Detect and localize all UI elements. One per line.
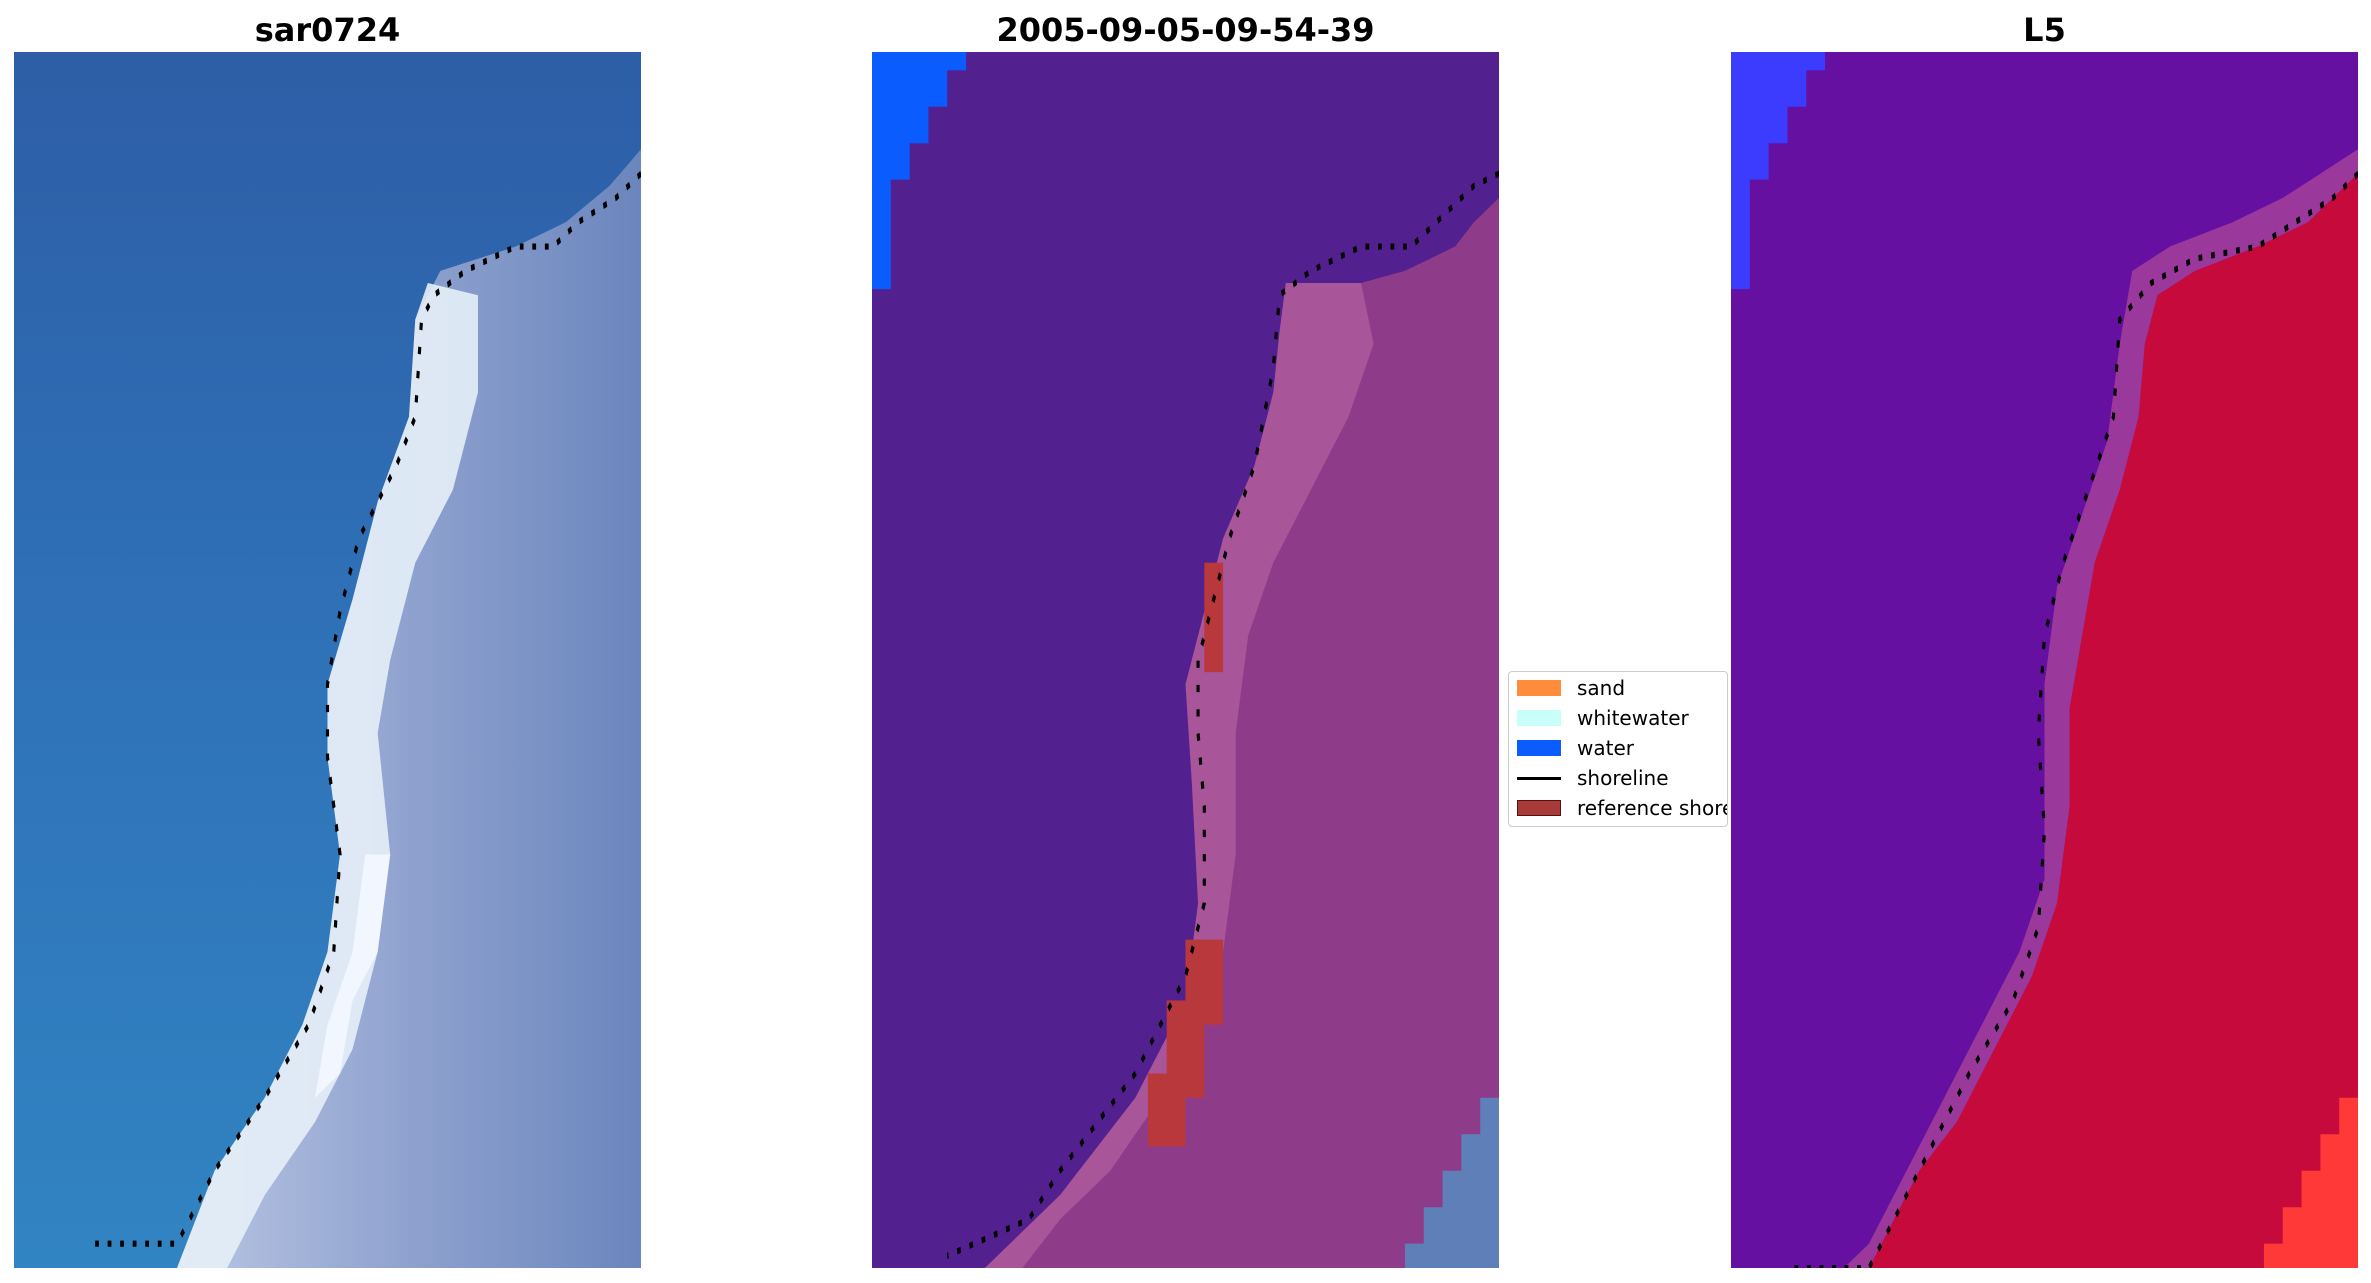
legend-item-reference-shoreline-buffer: reference shoreline buffer <box>1517 794 1727 822</box>
index-blue-patch <box>1731 52 1826 290</box>
legend-item-sand: sand <box>1517 674 1625 702</box>
whitewater-band <box>177 283 478 1268</box>
sand-swatch <box>1517 680 1561 696</box>
index-image <box>1731 52 2358 1268</box>
panel-title-index: L5 <box>2023 11 2066 49</box>
classified-image-panel <box>872 52 1499 1268</box>
shoreline-dotted <box>946 170 1499 1259</box>
legend-label-sand: sand <box>1577 676 1626 700</box>
panel-title-classified: 2005-09-05-09-54-39 <box>996 11 1375 49</box>
legend-label-shoreline: shoreline <box>1577 766 1669 790</box>
index-image-panel <box>1731 52 2358 1268</box>
whitewater-swatch <box>1517 710 1561 726</box>
whitewater-bright <box>314 854 391 1098</box>
reference-buffer-1 <box>1204 562 1224 673</box>
legend-item-whitewater: whitewater <box>1517 704 1689 732</box>
classified-image <box>872 52 1499 1268</box>
shoreline-dotted <box>1793 170 2358 1268</box>
water-blue-patch <box>872 52 967 290</box>
land-class-area <box>984 197 1499 1268</box>
land-area <box>177 149 641 1268</box>
shoreline-overlay <box>1793 170 2358 1268</box>
legend: sand whitewater water shoreline referenc… <box>1508 671 1728 827</box>
shoreline-line-swatch <box>1517 776 1561 780</box>
rgb-image-panel <box>14 52 641 1268</box>
land-bluish-corner <box>1404 1097 1499 1268</box>
water-swatch <box>1517 740 1561 756</box>
shoreline-dotted <box>89 170 641 1247</box>
legend-label-reference-shoreline-buffer: reference shoreline buffer <box>1577 796 1727 820</box>
panel-title-rgb: sar0724 <box>254 11 401 49</box>
legend-item-shoreline: shoreline <box>1517 764 1669 792</box>
shoreline-overlay <box>89 170 641 1247</box>
shoreline-overlay <box>946 170 1499 1259</box>
land-highlight <box>984 283 1374 1268</box>
legend-item-water: water <box>1517 734 1634 762</box>
legend-label-whitewater: whitewater <box>1577 706 1689 730</box>
index-bright-corner <box>2263 1097 2358 1268</box>
rgb-image <box>14 52 641 1268</box>
land-index-area <box>1868 173 2358 1268</box>
legend-label-water: water <box>1577 736 1634 760</box>
reference-buffer-swatch <box>1517 800 1561 816</box>
